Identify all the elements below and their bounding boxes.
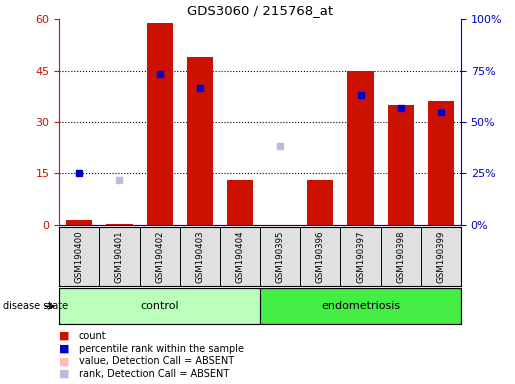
Text: GSM190396: GSM190396 xyxy=(316,230,325,283)
Bar xyxy=(227,180,253,225)
Text: GSM190398: GSM190398 xyxy=(396,230,405,283)
Text: value, Detection Call = ABSENT: value, Detection Call = ABSENT xyxy=(79,356,234,366)
Bar xyxy=(348,71,373,225)
Text: GSM190403: GSM190403 xyxy=(195,230,204,283)
Text: GSM190395: GSM190395 xyxy=(276,230,285,283)
Text: GSM190397: GSM190397 xyxy=(356,230,365,283)
Bar xyxy=(147,23,173,225)
Bar xyxy=(59,288,260,324)
Bar xyxy=(66,220,92,225)
Text: rank, Detection Call = ABSENT: rank, Detection Call = ABSENT xyxy=(79,369,229,379)
Bar xyxy=(307,180,333,225)
Text: disease state: disease state xyxy=(3,301,67,311)
Text: GSM190400: GSM190400 xyxy=(75,230,84,283)
Text: ■: ■ xyxy=(59,356,70,366)
Text: ■: ■ xyxy=(59,369,70,379)
Text: ■: ■ xyxy=(59,331,70,341)
Text: ■: ■ xyxy=(59,344,70,354)
Text: percentile rank within the sample: percentile rank within the sample xyxy=(79,344,244,354)
Bar xyxy=(260,288,461,324)
Text: GSM190404: GSM190404 xyxy=(235,230,245,283)
Text: count: count xyxy=(79,331,107,341)
Bar xyxy=(187,57,213,225)
Text: GSM190399: GSM190399 xyxy=(436,230,445,283)
Title: GDS3060 / 215768_at: GDS3060 / 215768_at xyxy=(187,3,333,17)
Bar xyxy=(107,223,132,225)
Text: GSM190402: GSM190402 xyxy=(155,230,164,283)
Text: GSM190401: GSM190401 xyxy=(115,230,124,283)
Bar xyxy=(428,101,454,225)
Text: control: control xyxy=(140,301,179,311)
Text: endometriosis: endometriosis xyxy=(321,301,400,311)
Bar xyxy=(388,105,414,225)
